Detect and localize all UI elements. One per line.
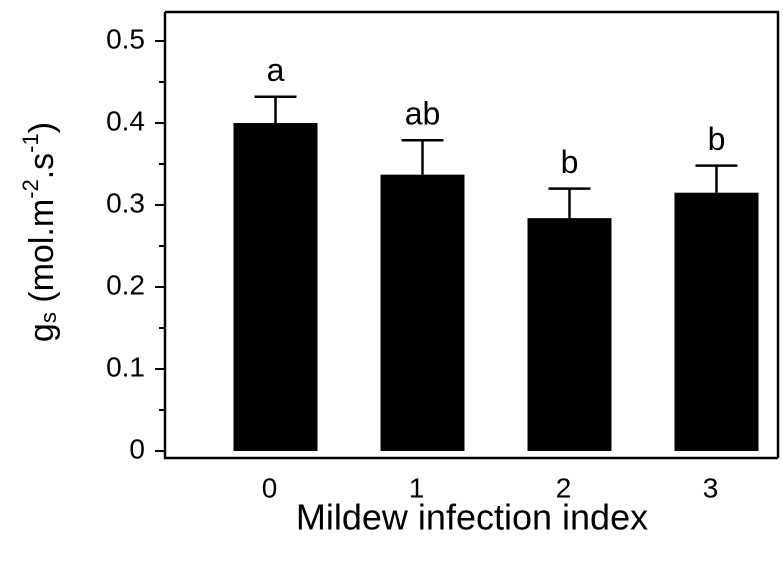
bar <box>233 123 318 451</box>
y-axis-label: gs (mol.m-2.s-1) <box>18 122 61 342</box>
bar <box>527 218 612 451</box>
y-tick-label: 0.2 <box>106 269 145 300</box>
significance-letter: b <box>561 144 579 180</box>
y-tick-label: 0.4 <box>106 105 145 136</box>
x-axis-label: Mildew infection index <box>296 497 648 538</box>
x-tick-label: 3 <box>703 472 719 503</box>
y-label-part: ) <box>23 122 61 133</box>
plot-frame <box>163 10 780 460</box>
x-tick-label: 0 <box>262 472 278 503</box>
bar <box>380 174 465 451</box>
y-tick-label: 0.1 <box>106 351 145 382</box>
y-label-part: -2 <box>18 179 43 199</box>
y-label-part: .s <box>23 153 61 179</box>
y-tick-label: 0 <box>129 433 145 464</box>
significance-letter: ab <box>405 96 441 132</box>
bar <box>674 192 759 451</box>
x-tick-label: 1 <box>409 472 425 503</box>
significance-letter: a <box>267 52 285 88</box>
y-tick-label: 0.5 <box>106 23 145 54</box>
x-tick-label: 2 <box>556 472 572 503</box>
y-label-part: (mol.m <box>23 199 61 312</box>
y-label-part: -1 <box>18 133 43 153</box>
y-label-part: g <box>23 323 61 342</box>
y-label-part: s <box>36 312 61 323</box>
significance-letter: b <box>708 121 726 157</box>
y-tick-label: 0.3 <box>106 187 145 218</box>
